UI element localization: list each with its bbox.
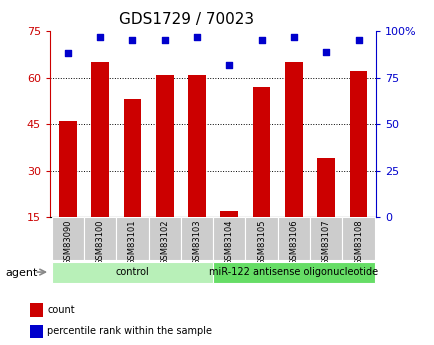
Point <box>161 38 168 43</box>
Bar <box>213 262 374 284</box>
Bar <box>52 262 213 284</box>
Point <box>257 38 264 43</box>
Bar <box>116 217 148 260</box>
Bar <box>123 99 141 217</box>
Bar <box>155 75 173 217</box>
Point <box>225 62 232 67</box>
Text: control: control <box>115 267 149 277</box>
Point <box>290 34 297 39</box>
Text: GSM83102: GSM83102 <box>160 219 169 265</box>
Text: GDS1729 / 70023: GDS1729 / 70023 <box>119 12 254 27</box>
Bar <box>252 87 270 217</box>
Bar <box>316 158 334 217</box>
Bar <box>245 217 277 260</box>
Bar <box>91 62 109 217</box>
Text: count: count <box>47 305 75 315</box>
Point <box>64 51 71 56</box>
Point <box>322 49 329 54</box>
Bar <box>284 62 302 217</box>
Bar <box>52 217 84 260</box>
Bar <box>342 217 374 260</box>
Text: GSM83103: GSM83103 <box>192 219 201 265</box>
Bar <box>59 121 76 217</box>
Bar <box>30 325 43 338</box>
Bar <box>220 211 238 217</box>
Bar <box>277 217 309 260</box>
Bar <box>213 217 245 260</box>
Text: GSM83106: GSM83106 <box>289 219 298 265</box>
Text: GSM83100: GSM83100 <box>95 219 104 265</box>
Bar <box>30 304 43 317</box>
Text: GSM83108: GSM83108 <box>353 219 362 265</box>
Bar <box>84 217 116 260</box>
Text: GSM83090: GSM83090 <box>63 219 72 265</box>
Point <box>354 38 361 43</box>
Text: GSM83104: GSM83104 <box>224 219 233 265</box>
Text: GSM83105: GSM83105 <box>256 219 266 265</box>
Bar <box>309 217 342 260</box>
Bar <box>187 75 205 217</box>
Text: miR-122 antisense oligonucleotide: miR-122 antisense oligonucleotide <box>209 267 378 277</box>
Point <box>193 34 200 39</box>
Point <box>96 34 103 39</box>
Bar <box>349 71 367 217</box>
Text: agent: agent <box>5 268 37 278</box>
Text: percentile rank within the sample: percentile rank within the sample <box>47 326 212 336</box>
Text: GSM83107: GSM83107 <box>321 219 330 265</box>
Text: GSM83101: GSM83101 <box>128 219 137 265</box>
Bar <box>148 217 181 260</box>
Bar <box>181 217 213 260</box>
Point <box>128 38 135 43</box>
